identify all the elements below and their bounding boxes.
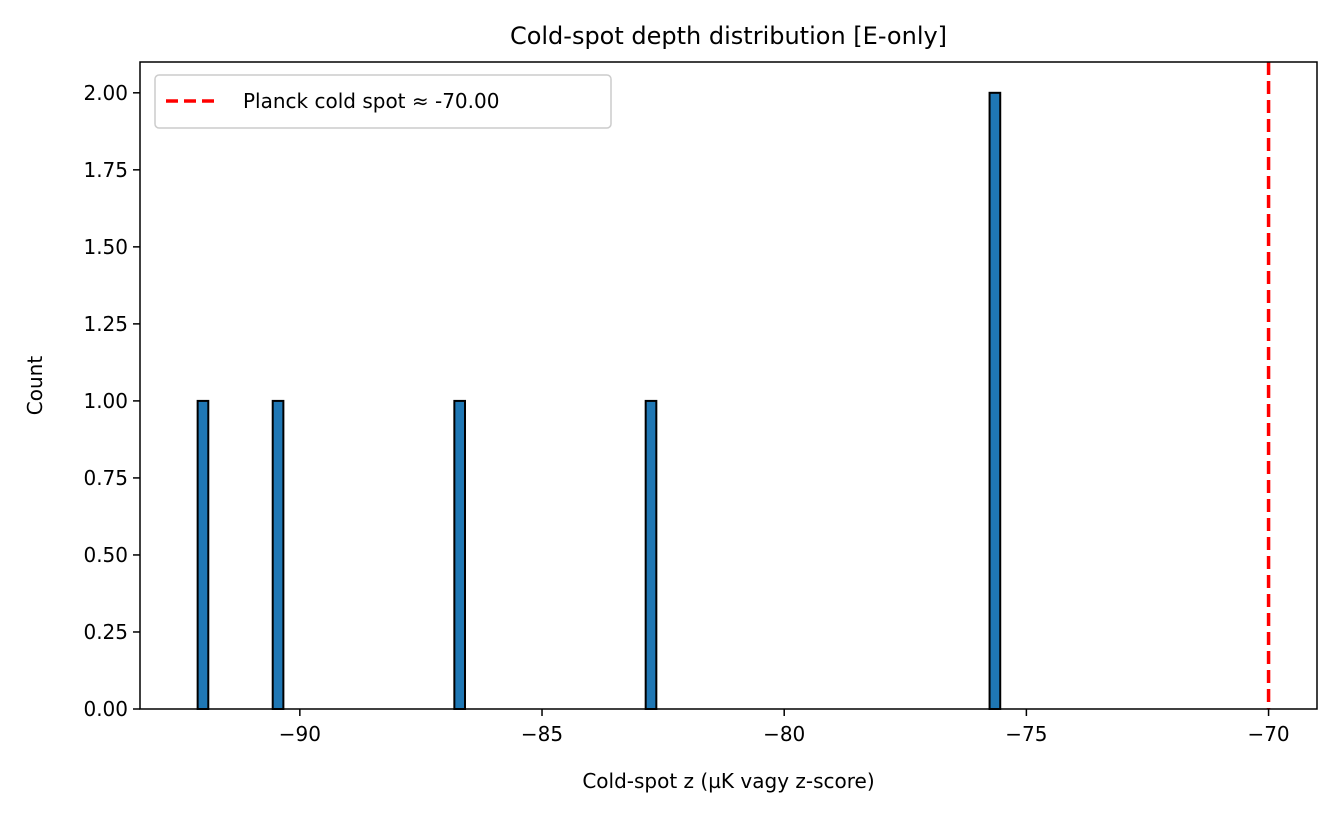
y-tick-label: 1.00 [83, 389, 128, 413]
y-tick-label: 0.50 [83, 543, 128, 567]
chart-title: Cold-spot depth distribution [E-only] [510, 22, 947, 50]
y-tick-label: 0.00 [83, 697, 128, 721]
y-tick-label: 1.25 [83, 312, 128, 336]
x-tick-label: −90 [279, 722, 321, 746]
y-axis-label: Count [23, 356, 47, 416]
y-tick-label: 0.75 [83, 466, 128, 490]
plot-frame [139, 61, 1318, 710]
x-tick-label: −85 [521, 722, 563, 746]
y-tick-label: 0.25 [83, 620, 128, 644]
y-axis-ticks: 0.00 0.25 0.50 0.75 1.00 1.25 1.50 1.75 2.00 [83, 81, 140, 721]
x-axis-ticks: −90 −85 −80 −75 −70 [279, 709, 1290, 746]
bars-layer [196, 91, 1002, 711]
y-tick-label: 2.00 [83, 81, 128, 105]
histogram-bar [271, 399, 285, 710]
histogram-bar [196, 399, 210, 710]
x-tick-label: −80 [763, 722, 805, 746]
legend-entry-reference-line: Planck cold spot ≈ -70.00 [243, 89, 499, 113]
x-tick-label: −70 [1247, 722, 1289, 746]
histogram-bar [988, 91, 1002, 711]
x-axis-label: Cold-spot z (µK vagy z-score) [582, 769, 874, 793]
y-tick-label: 1.50 [83, 235, 128, 259]
legend-box [154, 74, 612, 129]
x-tick-label: −75 [1005, 722, 1047, 746]
y-tick-label: 1.75 [83, 158, 128, 182]
histogram-bar [644, 399, 658, 710]
histogram-bar [453, 399, 467, 710]
legend: Planck cold spot ≈ -70.00 [154, 74, 612, 129]
